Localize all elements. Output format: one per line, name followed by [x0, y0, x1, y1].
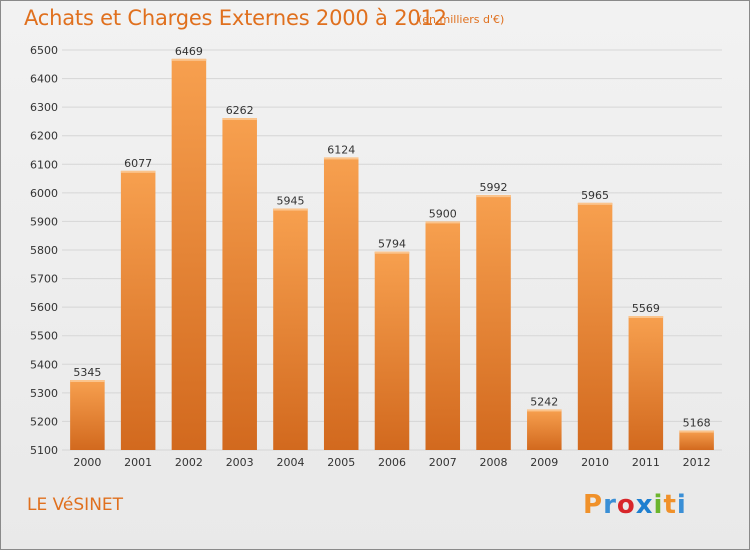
y-tick-label: 5500 [30, 330, 58, 343]
y-tick-label: 5800 [30, 244, 58, 257]
bar-highlight [323, 157, 359, 160]
data-label: 6077 [124, 157, 152, 170]
y-tick-label: 6000 [30, 187, 58, 200]
bar-2006 [374, 251, 410, 450]
data-label: 5345 [73, 366, 101, 379]
chart-title: Achats et Charges Externes 2000 à 2012 [24, 6, 447, 30]
y-tick-label: 6100 [30, 158, 58, 171]
x-axis-ticks: 2000 2001 2002 2003 2004 2005 2006 2007 2008 2009… [73, 456, 710, 469]
data-label: 5900 [429, 207, 457, 220]
x-tick-label: 2002 [175, 456, 203, 469]
bar-2011 [628, 316, 664, 450]
x-tick-label: 2009 [530, 456, 558, 469]
y-tick-label: 6400 [30, 73, 58, 86]
data-label: 5794 [378, 238, 406, 251]
chart-subtitle: (en milliers d'€) [418, 13, 505, 26]
bar-highlight [476, 195, 511, 198]
x-tick-label: 2007 [429, 456, 457, 469]
y-tick-label: 5400 [30, 358, 58, 371]
logo-letter: o [616, 490, 636, 520]
y-tick-label: 5100 [30, 444, 58, 457]
x-tick-label: 2003 [226, 456, 254, 469]
bar-2010 [577, 202, 613, 450]
bar-2004 [273, 208, 308, 450]
x-tick-label: 2001 [124, 456, 152, 469]
logo-letter: P [583, 490, 604, 520]
y-tick-label: 5600 [30, 301, 58, 314]
logo-letter: x [635, 490, 654, 520]
bars: 5345 6077 6469 6262 5945 6124 5794 5900 5992 5242… [70, 45, 714, 450]
proxiti-logo[interactable]: Proxiti [583, 490, 687, 520]
bar-2003 [222, 118, 257, 450]
bar-highlight [222, 118, 257, 120]
x-tick-label: 2000 [73, 456, 101, 469]
bar-2002 [171, 58, 207, 450]
x-tick-label: 2011 [632, 456, 660, 469]
x-tick-label: 2010 [581, 456, 609, 469]
bar-2012 [679, 430, 714, 450]
bar-highlight [70, 380, 105, 382]
data-label: 5965 [581, 189, 609, 202]
bar-highlight [527, 409, 562, 412]
logo-letter: i [653, 490, 664, 520]
x-tick-label: 2004 [276, 456, 304, 469]
data-label: 6469 [175, 45, 203, 58]
y-tick-label: 6300 [30, 101, 58, 114]
y-tick-label: 5300 [30, 387, 58, 400]
bar-2001 [120, 170, 156, 450]
y-tick-label: 5900 [30, 215, 58, 228]
x-tick-label: 2012 [683, 456, 711, 469]
data-label: 5168 [683, 417, 711, 430]
y-tick-label: 6500 [30, 44, 58, 57]
data-label: 5569 [632, 302, 660, 315]
commune-name: LE VéSINET [27, 495, 124, 515]
data-label: 6124 [327, 143, 355, 156]
logo-letter: i [676, 490, 687, 520]
bar-highlight [628, 316, 664, 318]
bar-highlight [679, 430, 714, 433]
data-label: 5242 [530, 395, 558, 408]
y-tick-label: 5700 [30, 273, 58, 286]
logo-letter: t [663, 490, 677, 520]
bar-highlight [120, 170, 156, 173]
x-tick-label: 2006 [378, 456, 406, 469]
y-tick-label: 5200 [30, 415, 58, 428]
bar-2005 [323, 157, 359, 450]
x-tick-label: 2008 [480, 456, 508, 469]
bar-highlight [171, 58, 207, 61]
bar-2008 [476, 195, 511, 450]
bar-2000 [70, 380, 105, 450]
bar-highlight [577, 202, 613, 205]
data-label: 5992 [480, 181, 508, 194]
logo-letter: r [603, 490, 617, 520]
data-label: 6262 [226, 104, 254, 117]
y-axis-ticks: 5100 5200 5300 5400 5500 5600 5700 5800 5900 6000… [30, 44, 58, 457]
bar-highlight [374, 251, 410, 254]
data-label: 5945 [276, 195, 304, 208]
bar-highlight [425, 221, 461, 224]
bar-highlight [273, 208, 308, 211]
bar-2007 [425, 221, 461, 450]
y-tick-label: 6200 [30, 130, 58, 143]
bar-2009 [527, 409, 562, 450]
x-tick-label: 2005 [327, 456, 355, 469]
